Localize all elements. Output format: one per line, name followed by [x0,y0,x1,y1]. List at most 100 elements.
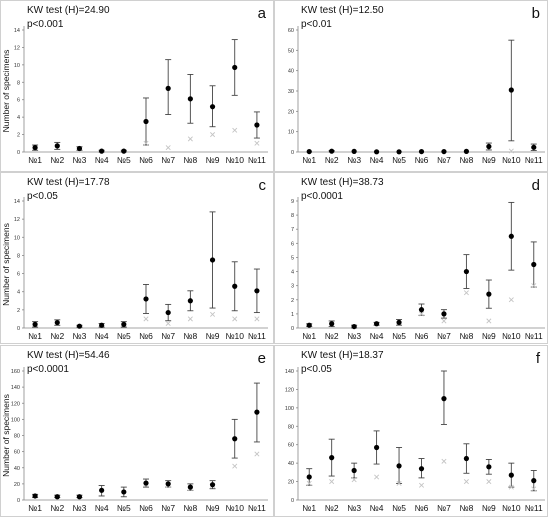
y-tick-label: 5 [291,255,294,261]
kw-test-text: KW test (H)=18.37 [301,350,384,361]
median-marker [486,479,492,485]
p-value-text: p<0.0001 [301,191,343,202]
x-tick-label: №8 [459,331,473,341]
mean-point [232,436,238,442]
mean-point [373,321,380,327]
y-tick-label: 10 [14,235,20,241]
kw-test-text: KW test (H)=38.73 [301,177,384,188]
mean-point [351,467,357,474]
mean-point [165,309,171,316]
median-marker [531,283,537,289]
mean-point [187,96,193,102]
chart-panel-a: 0 2 4 6 8 10 12 14 №1 №2 №3 №4 №5 №6 №7 №8 №9 №10 №11 Numbe… [0,0,274,172]
x-tick-label: №9 [482,155,496,165]
x-tick-label: №7 [161,503,175,513]
x-tick-label: №7 [437,503,451,513]
x-tick-label: №7 [161,331,175,341]
mean-point [99,148,105,154]
y-tick-label: 120 [11,401,20,407]
x-tick-label: №4 [95,331,109,341]
x-tick-label: №1 [302,503,316,513]
median-marker [165,145,171,151]
median-marker [463,479,469,485]
x-tick-label: №10 [502,331,521,341]
kw-test-text: KW test (H)=24.90 [27,5,110,16]
mean-point [508,87,514,93]
x-tick-label: №3 [73,155,87,165]
mean-point [254,409,260,415]
panel-border [0,172,274,344]
mean-point [486,291,492,297]
mean-point [99,322,105,328]
median-marker [210,311,216,317]
mean-point [76,494,83,500]
mean-point [143,480,149,486]
x-tick-label: №4 [95,155,109,165]
x-tick-label: №10 [502,155,521,165]
mean-point [463,148,470,154]
x-tick-label: №1 [28,331,42,341]
mean-point [165,481,171,487]
median-marker [418,311,425,317]
y-tick-label: 0 [291,498,294,504]
y-tick-label: 60 [14,450,20,456]
y-tick-label: 50 [288,48,294,54]
x-tick-label: №8 [459,155,473,165]
panel-label: c [259,177,267,194]
x-tick-label: №5 [392,155,406,165]
y-tick-label: 100 [285,406,294,412]
mean-point [486,143,492,150]
x-tick-label: №7 [437,155,451,165]
x-tick-label: №5 [392,503,406,513]
mean-point [143,296,149,302]
median-marker [441,318,447,324]
mean-point [373,149,380,155]
median-marker [187,136,193,142]
mean-point [396,319,402,325]
mean-point [54,494,60,500]
median-marker [232,316,238,322]
mean-point [441,311,447,317]
y-tick-label: 2 [291,298,294,304]
y-tick-label: 10 [288,130,294,136]
panel-border [0,345,274,517]
x-tick-label: №10 [225,155,244,165]
x-tick-label: №4 [370,155,384,165]
mean-point [32,493,38,499]
mean-point [418,307,425,313]
y-tick-label: 12 [14,217,20,223]
x-tick-label: №11 [525,155,543,165]
median-marker [441,458,447,464]
x-tick-label: №3 [347,331,361,341]
mean-point [209,104,216,110]
mean-point [121,148,127,154]
y-tick-label: 20 [14,482,20,488]
panel-label: d [532,177,540,194]
x-tick-label: №2 [325,155,339,165]
y-tick-label: 140 [285,369,294,375]
y-tick-label: 0 [291,326,294,332]
mean-point [508,233,514,239]
p-value-text: p<0.0001 [27,364,69,375]
y-axis-label: Number of specimens [1,223,11,306]
x-tick-label: №5 [117,503,131,513]
y-tick-label: 8 [291,213,294,219]
median-marker [418,482,425,488]
mean-point [232,64,238,71]
mean-point [121,489,127,495]
x-tick-label: №9 [206,155,220,165]
y-tick-label: 4 [17,290,20,296]
mean-point [306,322,312,328]
x-tick-label: №3 [347,155,361,165]
y-tick-label: 0 [17,150,20,156]
mean-point [351,323,357,330]
mean-point [99,487,105,493]
x-tick-label: №6 [415,331,429,341]
y-tick-label: 8 [17,80,20,86]
median-marker [351,477,357,483]
y-tick-label: 0 [17,498,20,504]
median-marker [232,127,238,133]
x-tick-label: №5 [392,331,406,341]
x-tick-label: №6 [139,155,153,165]
y-tick-label: 14 [14,199,20,205]
